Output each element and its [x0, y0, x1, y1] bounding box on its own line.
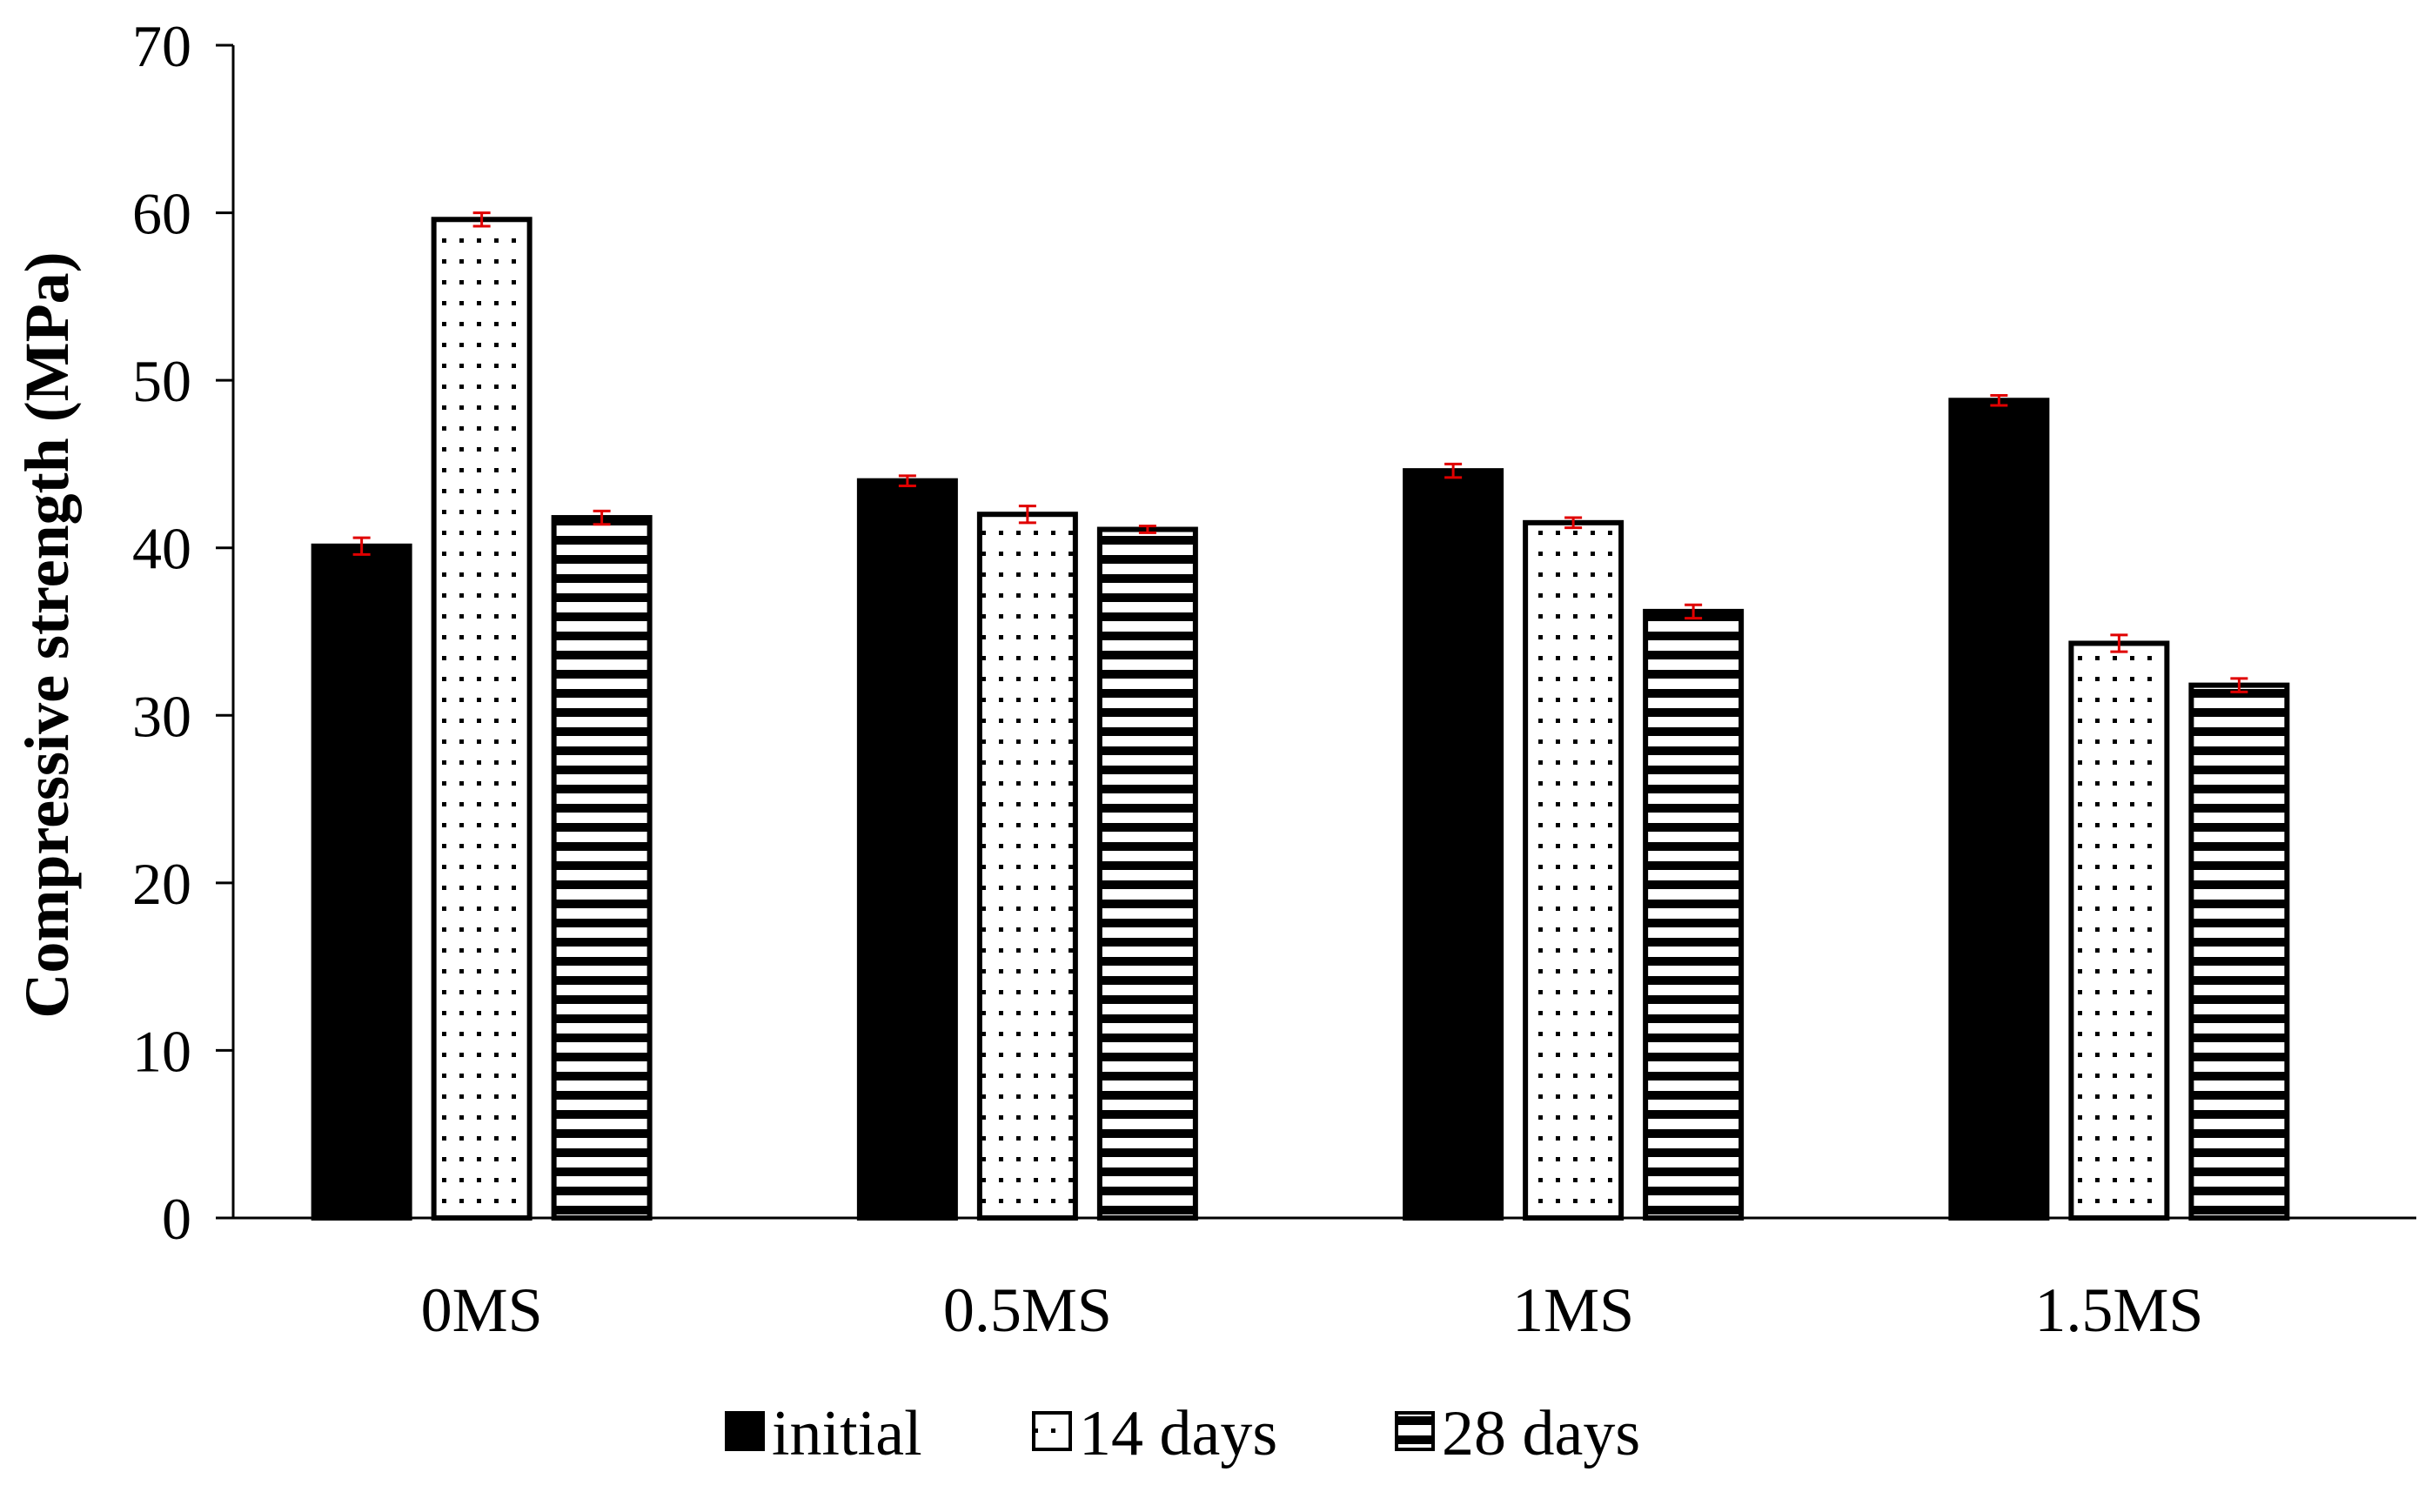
y-tick-label: 70 [132, 13, 191, 79]
y-axis-title: Compressive strength (MPa) [12, 251, 82, 1018]
y-tick-label: 50 [132, 348, 191, 414]
error-bars [352, 211, 2248, 693]
bar-14-days-1.5MS [2068, 640, 2170, 1221]
bar-initial-0.5MS [856, 478, 958, 1221]
legend-label-14-days: 14 days [1079, 1398, 1277, 1469]
error-bar-initial-1MS [1444, 462, 1463, 479]
bar-28-days-1.5MS [2188, 682, 2290, 1221]
y-axis-title-group: Compressive strength (MPa) [12, 251, 82, 1018]
error-bar-14-days-1.5MS [2110, 633, 2128, 653]
error-bar-14-days-0.5MS [1018, 505, 1036, 525]
error-bar-28-days-0MS [593, 509, 611, 526]
y-tick-label: 10 [132, 1018, 191, 1084]
x-category-label: 0.5MS [943, 1275, 1112, 1345]
legend-label-initial: initial [772, 1398, 922, 1469]
error-bar-initial-0.5MS [898, 474, 916, 487]
legend-swatch-initial [725, 1411, 765, 1451]
x-category-label: 1MS [1512, 1275, 1634, 1345]
y-tick-label: 20 [132, 851, 191, 917]
y-tick-label: 60 [132, 181, 191, 247]
bar-initial-1MS [1403, 468, 1504, 1221]
y-tick-label: 30 [132, 683, 191, 749]
error-bar-28-days-0.5MS [1138, 525, 1156, 534]
bar-initial-1.5MS [1948, 398, 2050, 1221]
legend-swatch-14-days [1032, 1411, 1072, 1451]
bar-14-days-0.5MS [976, 512, 1078, 1221]
y-tick-label: 40 [132, 516, 191, 582]
error-bar-14-days-1MS [1564, 516, 1583, 530]
category-labels: 0MS 0.5MS 1MS 1.5MS [421, 1275, 2204, 1345]
y-ticks: 0 10 20 30 40 50 60 70 [132, 13, 233, 1252]
x-category-label: 1.5MS [2034, 1275, 2203, 1345]
error-bar-28-days-1.5MS [2230, 677, 2248, 693]
error-bar-28-days-1MS [1685, 603, 1703, 620]
x-category-label: 0MS [421, 1275, 543, 1345]
legend: initial 14 days 28 days [725, 1398, 1640, 1469]
legend-label-28-days: 28 days [1442, 1398, 1640, 1469]
axes [231, 45, 2416, 1220]
y-tick-label: 0 [162, 1186, 191, 1252]
bar-28-days-1MS [1643, 608, 1745, 1221]
bar-28-days-0MS [551, 515, 653, 1221]
legend-swatch-28-days [1395, 1411, 1435, 1451]
error-bar-initial-0MS [352, 536, 371, 556]
bars [311, 217, 2290, 1221]
bar-14-days-1MS [1523, 519, 1624, 1221]
error-bar-initial-1.5MS [1990, 393, 2008, 407]
bar-28-days-0.5MS [1096, 526, 1198, 1221]
bar-initial-0MS [311, 543, 412, 1221]
error-bar-14-days-0MS [472, 211, 491, 228]
bar-14-days-0MS [431, 217, 533, 1221]
